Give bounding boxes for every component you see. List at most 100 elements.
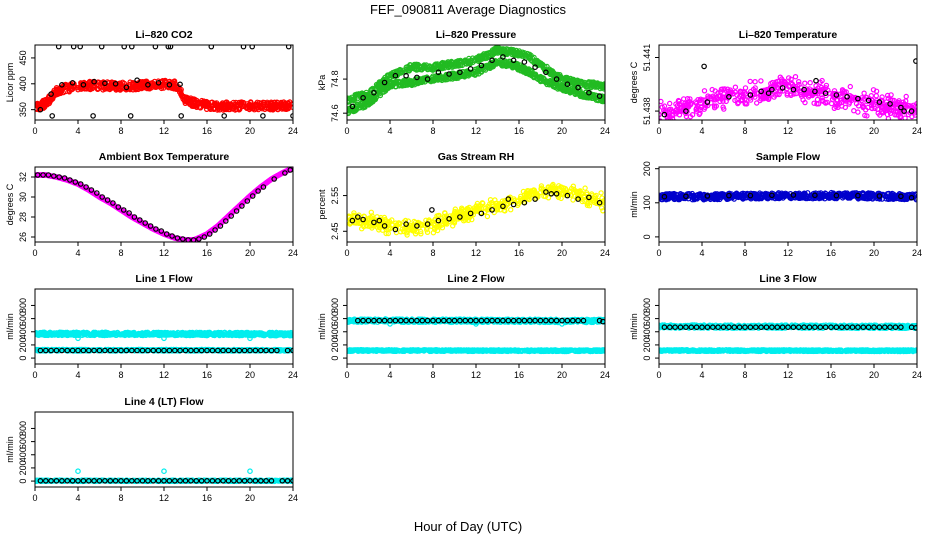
line1-raw-point — [125, 331, 131, 337]
co2-raw-point — [96, 82, 102, 88]
sample-flow-raw-point — [762, 191, 769, 198]
plot-area — [35, 45, 293, 119]
co2-raw-point — [162, 79, 169, 86]
licor-temp-raw-point — [780, 88, 786, 94]
rh-raw-point — [568, 185, 575, 192]
x-tick-label: 16 — [514, 126, 524, 136]
series-raw — [659, 189, 917, 203]
rh-raw-point — [545, 195, 552, 201]
pressure-raw-point — [387, 83, 393, 90]
sample-flow-raw-point — [690, 192, 696, 199]
co2-data-point — [155, 80, 162, 86]
line1-raw-point — [35, 330, 40, 337]
rh-raw-point — [570, 197, 576, 203]
sample-flow-raw-point — [791, 194, 797, 201]
licor-temp-raw-point — [889, 101, 896, 108]
licor-temp-raw-point — [680, 107, 686, 113]
co2-data-point — [178, 113, 185, 119]
pressure-raw-point — [544, 63, 550, 70]
rh-raw-point — [592, 198, 598, 204]
rh-raw-point — [475, 203, 482, 209]
co2-raw-point — [86, 79, 92, 86]
x-tick-label: 0 — [32, 126, 37, 136]
licor-temp-raw-point — [693, 105, 700, 111]
licor-temp-raw-point — [828, 100, 835, 107]
licor-temp-raw-point — [884, 107, 890, 113]
rh-raw-point — [484, 213, 491, 220]
co2-raw-point — [199, 99, 205, 106]
co2-data-point — [240, 45, 247, 50]
box-temp-data-point — [244, 198, 251, 204]
box-temp-data-point — [174, 235, 181, 241]
rh-data-point — [354, 214, 361, 220]
co2-data-point — [152, 45, 159, 50]
co2-raw-point — [36, 102, 42, 108]
licor-temp-raw-point — [847, 83, 854, 90]
box-temp-data-point — [180, 236, 186, 242]
sample-flow-raw-point — [813, 193, 820, 200]
rh-raw-point — [560, 190, 566, 196]
licor-temp-raw-point — [802, 80, 808, 86]
rh-raw-point — [524, 187, 531, 194]
pressure-raw-point — [408, 81, 415, 88]
licor-temp-raw-point — [739, 97, 746, 103]
sample-flow-raw-point — [773, 194, 780, 201]
rh-raw-point — [511, 196, 517, 202]
pressure-raw-point — [499, 47, 506, 54]
co2-raw-point — [160, 85, 167, 91]
licor-temp-raw-point — [665, 123, 669, 127]
line1-raw-point — [79, 330, 85, 336]
y-tick-label: 450 — [18, 50, 28, 65]
co2-data-point — [80, 82, 87, 88]
licor-temp-raw-point — [713, 103, 720, 109]
sample-flow-raw-point — [787, 190, 794, 197]
box-temp-data-point — [201, 234, 208, 240]
co2-data-point — [70, 45, 77, 50]
x-tick-label: 16 — [826, 126, 836, 136]
co2-raw-point — [41, 102, 47, 109]
co2-data-point — [112, 81, 119, 87]
rh-data-point — [414, 223, 420, 229]
pressure-raw-point — [415, 80, 421, 87]
pressure-raw-point — [431, 77, 437, 83]
licor-temp-raw-point — [734, 97, 740, 103]
sample-flow-raw-point — [669, 192, 676, 199]
pressure-raw-point — [548, 68, 554, 75]
licor-temp-data-point — [865, 97, 872, 104]
sample-flow-data-point — [876, 193, 883, 199]
co2-data-point — [49, 113, 56, 119]
x-tick-label: 12 — [783, 248, 793, 258]
pressure-raw-point — [569, 79, 575, 86]
rh-raw-point — [366, 217, 372, 223]
box-temp-data-point — [56, 174, 63, 180]
pressure-raw-point — [438, 65, 444, 72]
x-tick-label: 4 — [75, 126, 80, 136]
sample-flow-raw-point — [783, 191, 789, 198]
licor-temp-raw-point — [688, 100, 694, 106]
licor-temp-raw-point — [802, 99, 808, 106]
co2-raw-point — [100, 87, 106, 93]
y-axis-label: kPa — [317, 75, 327, 91]
rh-raw-point — [393, 220, 399, 226]
co2-raw-point — [281, 99, 287, 105]
rh-data-point — [376, 217, 383, 224]
licor-temp-data-point — [901, 108, 907, 114]
rh-raw-point — [560, 187, 567, 194]
pressure-raw-point — [398, 68, 405, 75]
licor-temp-raw-point — [870, 87, 877, 93]
licor-temp-data-point — [855, 95, 861, 102]
pressure-raw-point — [408, 65, 414, 72]
y-tick-label: 30 — [18, 192, 28, 202]
line1-raw-point — [203, 332, 210, 338]
rh-raw-point — [556, 185, 562, 191]
co2-data-point — [98, 45, 105, 50]
panel-title: Li–820 Pressure — [436, 29, 517, 41]
co2-raw-point — [139, 80, 146, 87]
pressure-raw-point — [391, 71, 397, 78]
pressure-raw-point — [454, 60, 461, 66]
x-tick-label: 4 — [699, 126, 704, 136]
licor-temp-raw-point — [823, 82, 830, 89]
line1-raw-point — [122, 332, 128, 339]
co2-data-point — [177, 81, 183, 88]
line1-raw-point — [206, 331, 213, 338]
